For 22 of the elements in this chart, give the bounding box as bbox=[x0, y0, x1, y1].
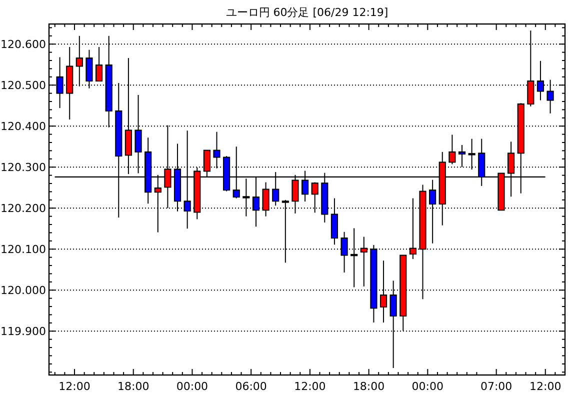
chart-title: ユーロ円 60分足 [06/29 12:19] bbox=[226, 6, 388, 19]
y-tick-label: 120.200 bbox=[0, 202, 46, 216]
x-tick-label: 06:00 bbox=[235, 380, 267, 393]
y-tick-label: 119.900 bbox=[0, 325, 46, 338]
candlestick bbox=[76, 35, 83, 87]
x-tick-label: 12:00 bbox=[294, 380, 326, 393]
x-tick-label: 18:00 bbox=[118, 380, 150, 393]
x-tick-label: 18:00 bbox=[352, 380, 385, 393]
candlestick bbox=[95, 46, 103, 82]
x-tick-label: 07:00 bbox=[480, 380, 512, 393]
x-tick-label: 12:00 bbox=[58, 380, 90, 393]
y-tick-label: 120.400 bbox=[0, 120, 46, 134]
y-tick-label: 120.000 bbox=[0, 284, 46, 298]
x-tick-label: 12:00 bbox=[530, 380, 562, 393]
x-tick-label: 00:00 bbox=[176, 380, 208, 393]
x-tick-label: 00:00 bbox=[412, 380, 444, 393]
y-tick-label: 120.600 bbox=[0, 38, 46, 52]
y-tick-label: 120.300 bbox=[0, 161, 46, 174]
candlestick bbox=[448, 134, 456, 165]
y-tick-label: 120.500 bbox=[0, 79, 46, 92]
candlestick bbox=[330, 198, 338, 246]
y-tick-label: 120.100 bbox=[0, 243, 46, 256]
